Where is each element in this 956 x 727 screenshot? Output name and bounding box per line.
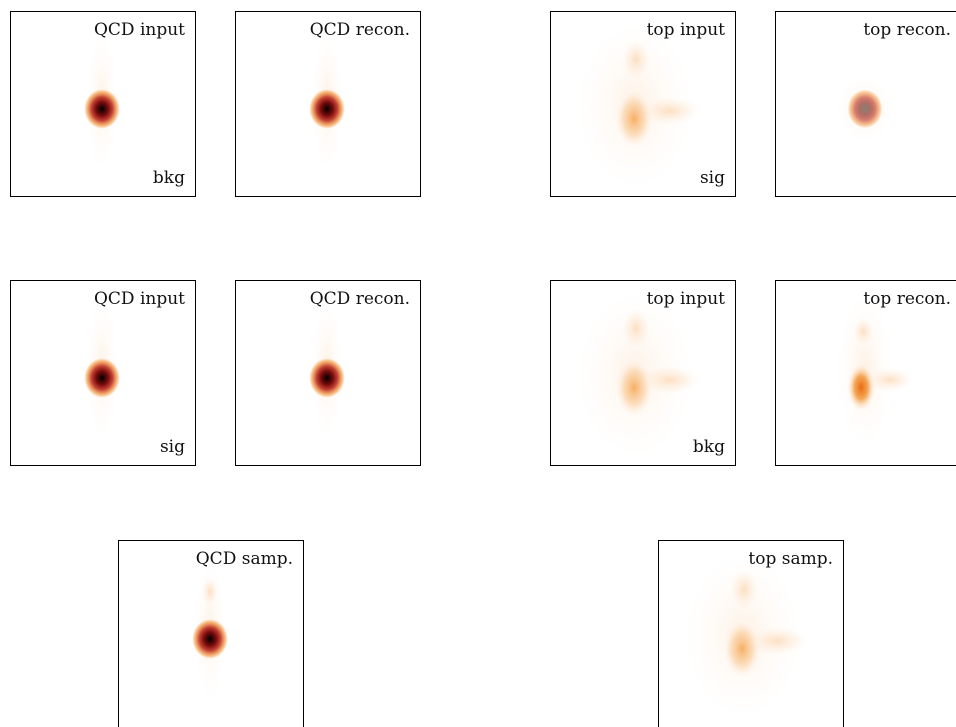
jet-core	[847, 364, 875, 411]
panel-tag: bkg	[692, 437, 725, 457]
panel-top-samp: top samp.	[658, 540, 844, 727]
panel-qcd-samp: QCD samp.	[118, 540, 304, 727]
panel-qcd-input-sig: QCD input sig	[10, 280, 196, 466]
panel-title: QCD input	[93, 20, 185, 40]
panel-title: QCD input	[93, 289, 185, 309]
panel-tag: sig	[699, 168, 725, 188]
panel-title: top input	[646, 20, 725, 40]
jet-image-heatmap	[84, 300, 120, 440]
jet-image-heatmap	[683, 551, 808, 721]
jet-image-heatmap	[192, 561, 228, 701]
panel-top-recon-1: top recon.	[775, 11, 956, 197]
jet-image-heatmap	[836, 75, 895, 142]
panel-qcd-recon-1: QCD recon.	[235, 11, 421, 197]
jet-image-heatmap	[309, 300, 345, 440]
jet-subcore-right	[640, 97, 700, 125]
jet-core	[309, 358, 345, 398]
jet-subcore-right	[748, 627, 808, 655]
jet-image-heatmap	[836, 292, 914, 448]
panel-title: top recon.	[863, 289, 951, 309]
panel-title: top input	[646, 289, 725, 309]
panel-title: top recon.	[863, 20, 951, 40]
jet-core	[84, 358, 120, 398]
panel-top-input-sig: top input sig	[550, 11, 736, 197]
panel-title: QCD recon.	[309, 289, 410, 309]
jet-core	[84, 89, 120, 129]
jet-subcore-right	[640, 366, 700, 394]
jet-image-heatmap	[575, 290, 700, 460]
panel-tag: bkg	[152, 168, 185, 188]
jet-haze	[836, 75, 895, 142]
jet-core	[309, 89, 345, 129]
panel-title: QCD samp.	[195, 549, 293, 569]
jet-subcore	[202, 577, 218, 606]
jet-image-heatmap	[84, 31, 120, 171]
jet-image-heatmap	[309, 31, 345, 171]
panel-qcd-input-bkg: QCD input bkg	[10, 11, 196, 197]
panel-title: top samp.	[748, 549, 833, 569]
jet-subcore-upper	[730, 569, 758, 610]
panel-top-input-bkg: top input bkg	[550, 280, 736, 466]
panel-qcd-recon-2: QCD recon.	[235, 280, 421, 466]
jet-subcore-upper	[622, 308, 650, 349]
jet-core	[192, 619, 228, 659]
jet-subcore-upper	[853, 317, 873, 345]
panel-tag: sig	[159, 437, 185, 457]
panel-top-recon-2: top recon.	[775, 280, 956, 466]
panel-title: QCD recon.	[309, 20, 410, 40]
jet-subcore-upper	[622, 39, 650, 80]
jet-subcore-right	[866, 368, 914, 392]
jet-image-heatmap	[575, 21, 700, 191]
